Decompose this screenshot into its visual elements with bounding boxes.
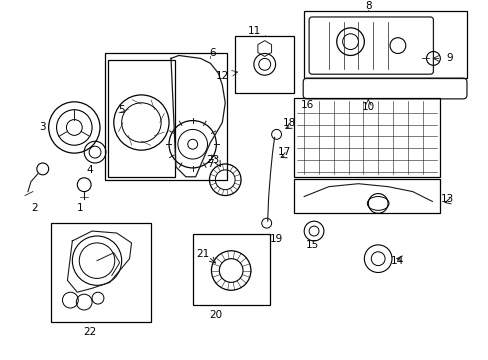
Text: 16: 16 [300, 100, 313, 110]
Text: 10: 10 [361, 102, 374, 112]
Text: 5: 5 [118, 105, 125, 115]
Text: 11: 11 [248, 26, 261, 36]
Bar [192, 234, 269, 305]
Text: 14: 14 [390, 256, 404, 266]
Text: 12: 12 [215, 71, 228, 81]
Text: 18: 18 [282, 117, 295, 127]
Text: 23: 23 [205, 155, 219, 165]
Text: 17: 17 [277, 147, 290, 157]
Text: 21: 21 [196, 249, 209, 259]
Text: 20: 20 [208, 310, 222, 320]
Bar [294, 179, 439, 213]
Text: 2: 2 [32, 203, 38, 213]
Text: 7: 7 [207, 159, 213, 169]
Bar [51, 223, 151, 322]
Bar [105, 54, 227, 180]
Text: 15: 15 [305, 240, 318, 250]
Text: 19: 19 [269, 234, 283, 244]
Text: 9: 9 [445, 53, 451, 63]
Bar [304, 11, 466, 78]
Bar [294, 98, 439, 177]
Circle shape [187, 139, 197, 149]
Text: 1: 1 [77, 203, 83, 213]
Bar [108, 60, 175, 177]
Text: 3: 3 [40, 122, 46, 132]
Text: 8: 8 [364, 1, 371, 11]
Text: 4: 4 [86, 165, 93, 175]
Text: 22: 22 [83, 327, 97, 337]
Text: 13: 13 [440, 194, 453, 203]
Bar [235, 36, 294, 93]
Text: 6: 6 [209, 49, 215, 58]
